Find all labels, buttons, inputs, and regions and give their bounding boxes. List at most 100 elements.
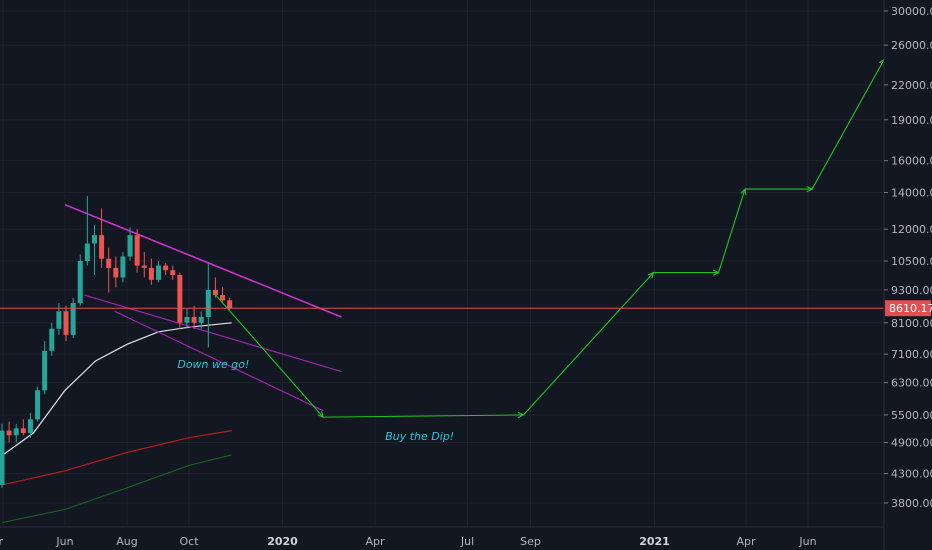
annotation-text[interactable]: Down we go! [177,358,249,371]
x-tick-label: pr [0,535,3,548]
candle [13,423,19,443]
x-tick-label: Jun [55,535,73,548]
x-axis[interactable]: pr Jun Aug Oct 2020 Apr Jul Sep 2021 Apr Jun [0,526,884,548]
y-tick-label: 7100.00 [891,348,932,361]
candle-body [0,430,5,485]
candle-body [184,316,190,323]
projection-segment[interactable] [718,188,746,273]
y-tick-label: 8100.00 [891,317,932,330]
candle [184,308,190,329]
candle [177,272,183,329]
x-tick-label: Apr [365,535,385,548]
y-tick-label: 12000.00 [891,223,932,236]
candle-body [42,350,48,391]
candle-body [6,430,12,436]
current-price-tag: 8610.17 [885,300,932,317]
candle-body [70,303,76,335]
candle [205,263,211,348]
y-axis[interactable]: 30000.00 26000.00 22000.00 19000.00 16000.00… [883,0,932,550]
candle-body [35,390,41,420]
candle [134,229,140,273]
x-tick-label: Oct [179,535,199,548]
candle-body [106,258,112,268]
candle [91,225,97,275]
x-tick-label: Jul [460,535,474,548]
y-tick-label: 4300.00 [891,468,932,481]
candle [198,311,204,329]
projection-segment[interactable] [212,292,324,418]
x-tick-label: 2020 [267,535,298,548]
projection-segment[interactable] [323,414,524,418]
y-tick-label: 6300.00 [891,377,932,390]
candle [99,208,105,268]
x-tick-label: Sep [520,535,541,548]
candle [148,258,154,285]
y-tick-label: 14000.00 [891,186,932,199]
candle-body [63,311,69,335]
candle [70,297,76,338]
moving-average-line-1 [2,322,232,456]
candle [27,412,33,438]
candle-body [56,311,62,329]
annotations[interactable]: Down we go! Buy the Dip! [177,358,454,443]
candle [120,252,126,283]
y-tick-label: 26000.00 [891,39,932,52]
y-axis-background [884,0,932,550]
candle-body [127,235,133,257]
candle-body [227,300,233,309]
x-tick-label: 2021 [639,535,670,548]
candle-body [99,235,105,259]
annotation-text[interactable]: Buy the Dip! [385,430,454,443]
candle-body [163,265,169,271]
projection-path[interactable] [212,58,885,419]
y-tick-label: 10500.00 [891,255,932,268]
candle [0,423,5,488]
y-tick-label: 30000.00 [891,5,932,18]
candle [163,263,169,275]
candle-body [212,289,218,296]
candle [156,260,162,283]
candle-body [77,260,83,304]
current-price-tag-label: 8610.17 [889,302,932,315]
moving-average-line-2 [1,430,232,486]
x-tick-label: Jun [798,535,816,548]
candle-body [113,267,119,278]
y-tick-label: 22000.00 [891,79,932,92]
projection-segment[interactable] [811,58,885,190]
candle [6,421,12,443]
candle-body [120,256,126,278]
candle [141,252,147,278]
candle [127,227,133,261]
candle [106,247,112,293]
candle [84,195,90,266]
x-tick-label: Aug [116,535,137,548]
y-tick-label: 9300.00 [891,284,932,297]
trendline-1[interactable] [64,203,342,318]
candle-body [177,274,183,323]
candle-body [20,428,26,433]
y-tick-label: 16000.00 [891,155,932,168]
candle-body [49,328,55,351]
projection-segment[interactable] [522,272,654,416]
y-tick-label: 19000.00 [891,114,932,127]
candle-body [198,316,204,323]
candle [113,256,119,288]
current-price-tag-box [885,300,931,317]
candle-body [220,295,226,301]
x-tick-label: Apr [736,535,756,548]
candle-body [148,267,154,280]
candle-body [141,265,147,268]
candle-body [156,265,162,280]
candlesticks [0,195,233,488]
y-tick-label: 3800.00 [891,497,932,510]
chart-grid [0,0,884,527]
candle [170,265,176,280]
candle [191,305,197,329]
trendline-3[interactable] [114,310,324,412]
y-tick-label: 4900.00 [891,436,932,449]
candle-body [191,316,197,323]
candle [63,305,69,342]
candle [77,254,83,306]
